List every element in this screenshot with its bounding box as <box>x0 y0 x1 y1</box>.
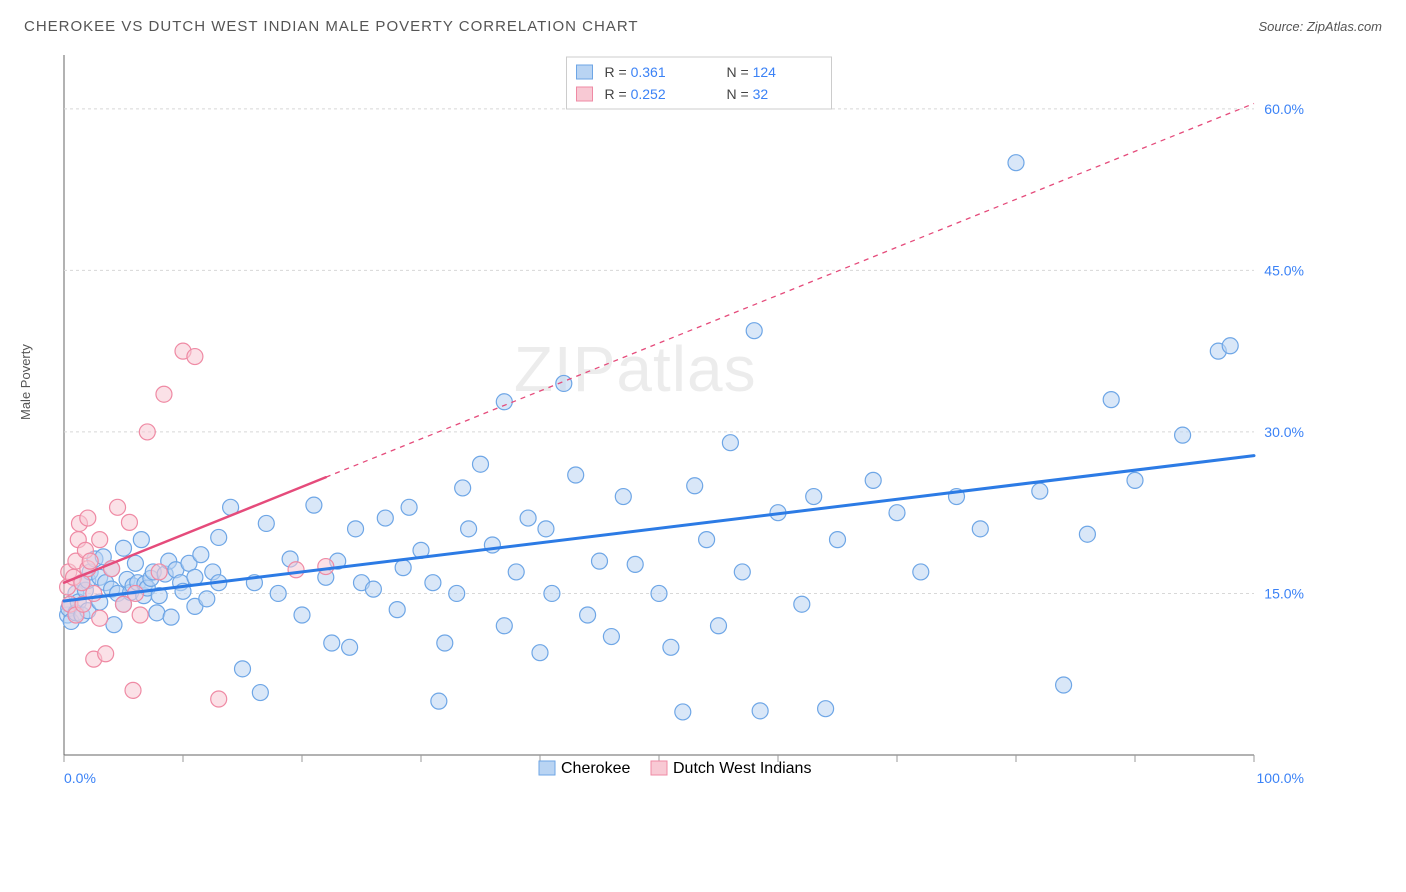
y-axis-label: Male Poverty <box>18 344 33 420</box>
x-axis-min-label: 0.0% <box>64 770 96 786</box>
legend-r-label: R = 0.361 <box>605 64 666 80</box>
source-attribution: Source: ZipAtlas.com <box>1258 19 1382 34</box>
legend-n-label: N = 32 <box>727 86 769 102</box>
scatter-chart: 15.0% 30.0% 45.0% 60.0% 0.0% 100.0% ZIPatlas R … <box>24 45 1344 805</box>
chart-title: CHEROKEE VS DUTCH WEST INDIAN MALE POVER… <box>24 18 639 35</box>
watermark: ZIPatlas <box>514 333 757 405</box>
y-grid-label: 60.0% <box>1264 101 1304 117</box>
legend-bottom-swatch <box>651 761 667 775</box>
legend-bottom-label: Cherokee <box>561 760 630 777</box>
legend-r-label: R = 0.252 <box>605 86 666 102</box>
legend-n-label: N = 124 <box>727 64 777 80</box>
legend-swatch <box>577 87 593 101</box>
series-dutch-west-indians <box>60 343 334 707</box>
y-grid-label: 15.0% <box>1264 585 1304 601</box>
legend-bottom-swatch <box>539 761 555 775</box>
y-grid-label: 45.0% <box>1264 262 1304 278</box>
trend-line-cherokee <box>64 456 1254 601</box>
trend-line-dashed-dutch-west-indians <box>326 103 1254 477</box>
y-grid-label: 30.0% <box>1264 424 1304 440</box>
legend-bottom-label: Dutch West Indians <box>673 760 811 777</box>
series-cherokee <box>60 155 1239 720</box>
x-axis-max-label: 100.0% <box>1257 770 1304 786</box>
legend-swatch <box>577 65 593 79</box>
